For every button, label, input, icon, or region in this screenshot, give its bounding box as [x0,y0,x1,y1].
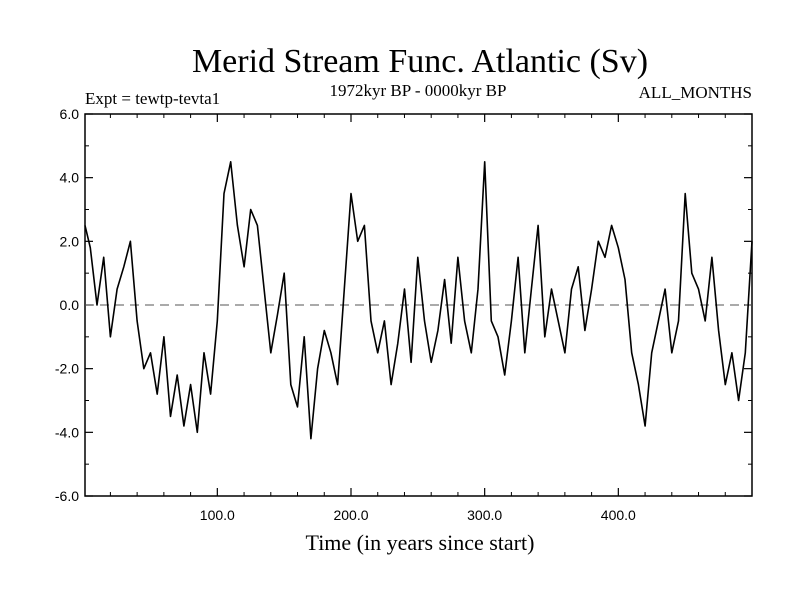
y-tick-label: 2.0 [60,233,80,249]
y-tick-label: -2.0 [55,361,79,377]
y-tick-label: 0.0 [60,297,80,313]
chart-title: Merid Stream Func. Atlantic (Sv) [192,43,648,80]
y-tick-label: -6.0 [55,488,79,504]
x-axis-label: Time (in years since start) [306,530,535,555]
series-line [84,161,753,440]
y-tick-label: 6.0 [60,106,80,122]
y-tick-label: 4.0 [60,170,80,186]
x-tick-label: 200.0 [333,507,368,523]
months-label: ALL_MONTHS [639,83,752,102]
time-range-label: 1972kyr BP - 0000kyr BP [330,81,507,100]
experiment-label: Expt = tewtp-tevta1 [85,89,220,108]
x-tick-label: 300.0 [467,507,502,523]
x-tick-label: 100.0 [200,507,235,523]
series-group [84,161,753,440]
y-tick-label: -4.0 [55,424,79,440]
x-tick-label: 400.0 [601,507,636,523]
axes: -6.0 -4.0 -2.0 0.0 2.0 4.0 6.0 100.0 200.0 300.0 4… [55,106,753,523]
